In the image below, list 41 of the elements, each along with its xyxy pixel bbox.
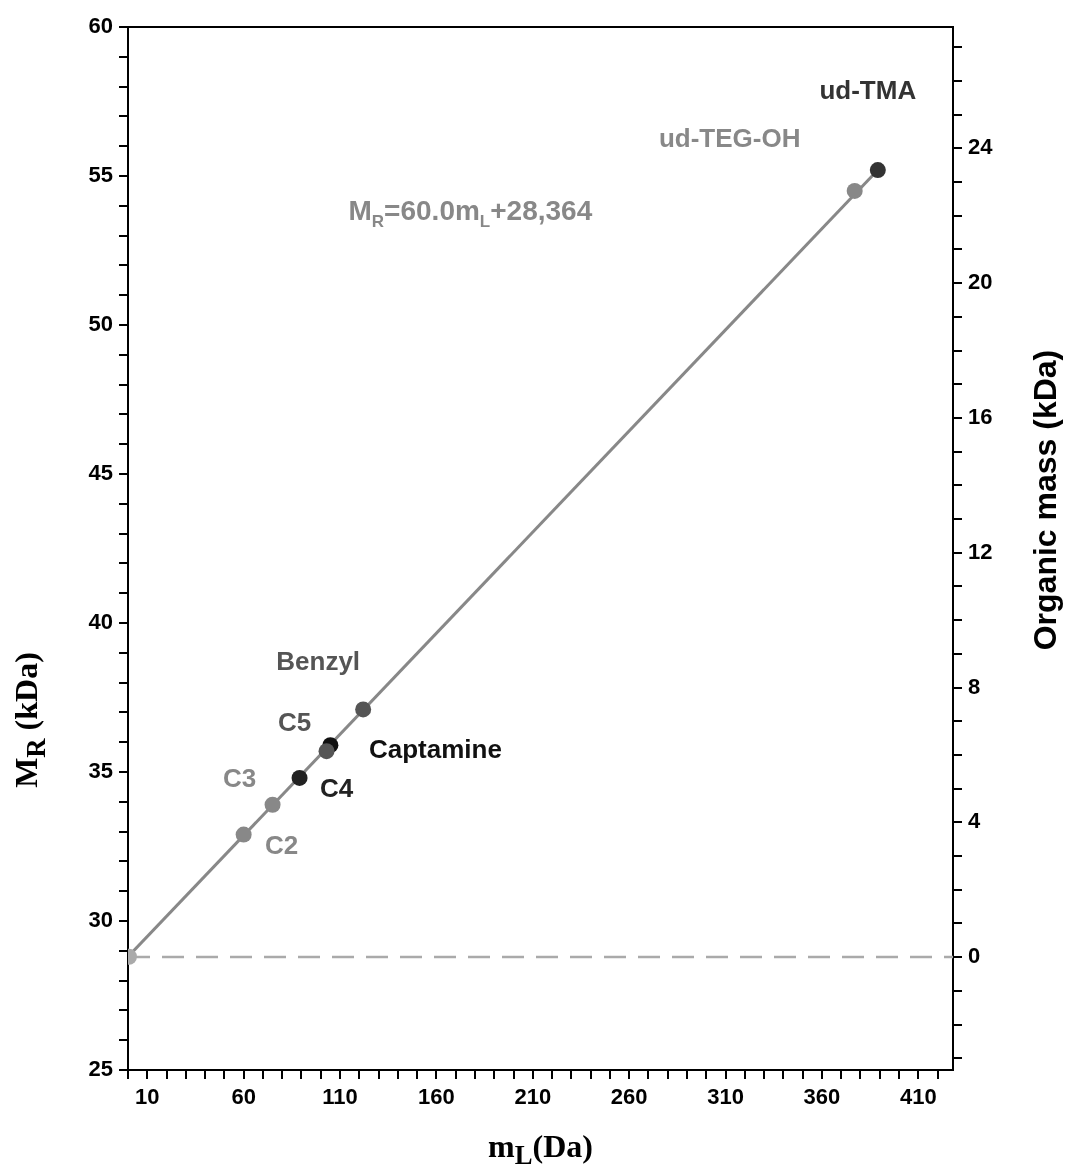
series-label: C3 [222,762,257,793]
x-tick-label: 60 [231,1084,256,1110]
series-label: C4 [319,773,354,804]
x-tick-label: 360 [803,1084,841,1110]
point [291,769,308,786]
series-label: C2 [265,829,299,860]
y-tick-label: 25 [88,1056,113,1082]
point [318,743,335,760]
y2-axis-title: Organic mass (kDa) [1026,349,1064,651]
series-label: C5 [277,707,312,738]
point [235,826,252,843]
y2-tick-label: 12 [968,538,993,564]
point [846,182,863,199]
y-tick-label: 60 [88,13,113,39]
text: ud-TEG-OH [658,123,801,154]
y-tick-label: 35 [88,758,113,784]
y2-tick-label: 16 [968,403,993,429]
x-tick-label: 310 [707,1084,744,1110]
y2-tick-label: 0 [968,943,981,969]
point [264,796,281,813]
y2-tick-label: 4 [968,808,981,834]
y-tick-label: 30 [88,907,113,933]
x-axis-title: m$_{L}$(Da) [488,1128,593,1172]
text: ud-TMA [819,75,917,106]
y2-tick-label: 24 [968,134,994,160]
x-tick-label: 210 [514,1084,552,1110]
y-tick-label: 55 [88,162,113,188]
series-label: Captamine [368,734,502,765]
y-tick-label: 50 [88,311,113,337]
y-tick-label: 45 [88,460,113,486]
y2-tick-label: 8 [968,673,981,699]
x-tick-label: 160 [418,1084,455,1110]
point [869,162,886,179]
y2-tick-label: 20 [968,269,993,295]
y-tick-label: 40 [88,609,113,635]
x-tick-label: 260 [610,1084,648,1110]
series-label: Benzyl [276,645,361,676]
x-tick-label: 410 [899,1084,937,1110]
x-tick-label: 110 [322,1084,358,1110]
x-tick-label: 10 [135,1084,160,1110]
point [355,701,372,718]
